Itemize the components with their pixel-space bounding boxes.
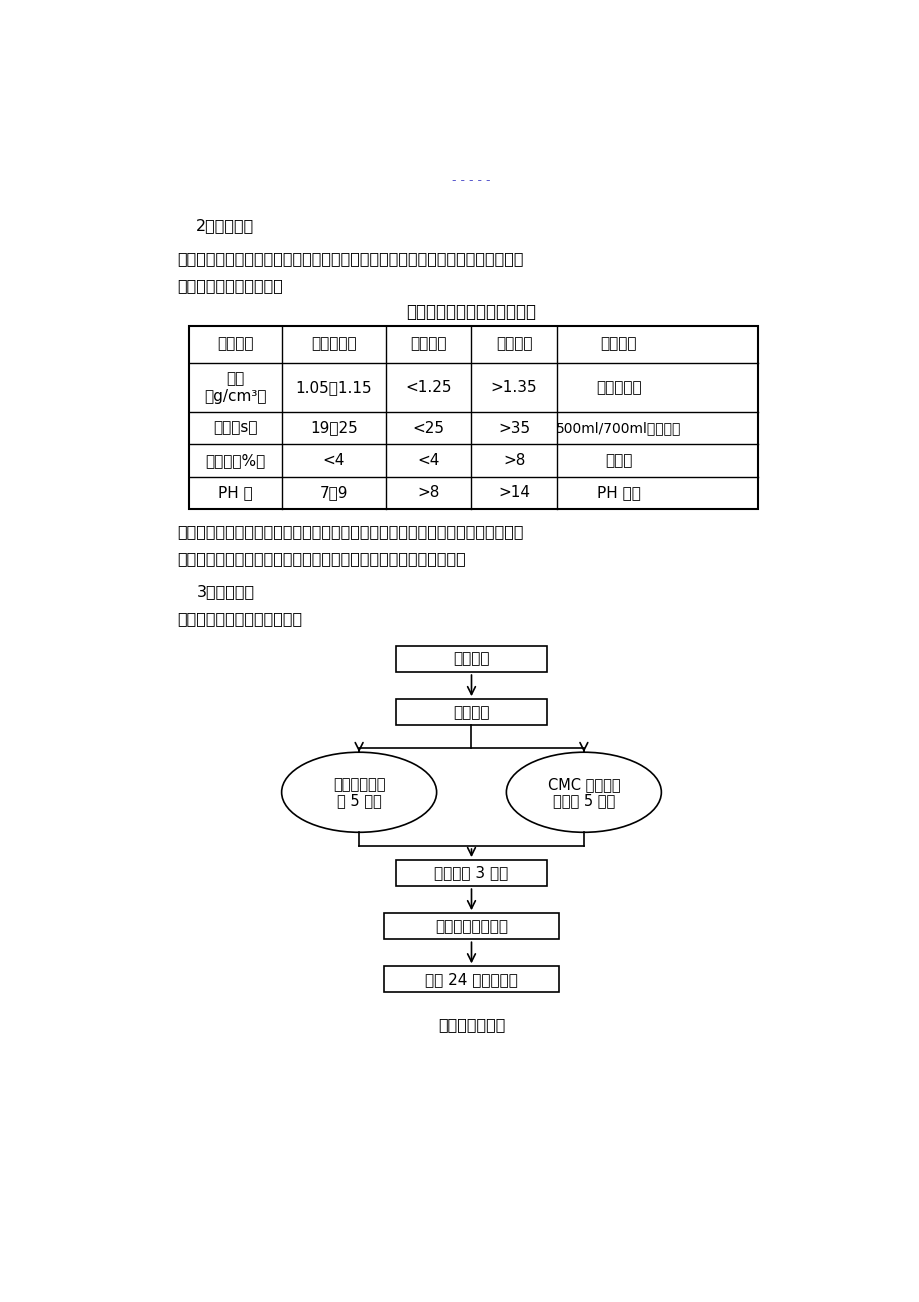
Text: 比重: 比重: [226, 371, 244, 385]
Text: <1.25: <1.25: [405, 380, 451, 395]
Text: 泥浆性能指标测定: 泥浆性能指标测定: [435, 919, 507, 934]
Bar: [395, 699, 547, 725]
Text: 含沙率（%）: 含沙率（%）: [205, 453, 265, 467]
Text: 泥浆比重计: 泥浆比重计: [596, 380, 641, 395]
Ellipse shape: [505, 753, 661, 832]
Text: >8: >8: [503, 453, 525, 467]
Text: 成槽护壁泥浆性能指标要求表: 成槽护壁泥浆性能指标要求表: [406, 303, 536, 320]
Text: 泥浆配置流程图: 泥浆配置流程图: [437, 1017, 505, 1032]
Bar: [384, 913, 558, 939]
Text: - - - - -: - - - - -: [452, 174, 490, 187]
Text: 护壁泥浆在使用前，应进行室内性能试验，施工过程中根据监控数据及时调整泥浆: 护壁泥浆在使用前，应进行室内性能试验，施工过程中根据监控数据及时调整泥浆: [176, 525, 523, 539]
Text: >14: >14: [497, 486, 529, 500]
Text: 称量投料: 称量投料: [453, 704, 489, 720]
Text: 500ml/700ml、漏斗法: 500ml/700ml、漏斗法: [555, 421, 681, 435]
Text: 指标。不符合灘注水下混凝土泥浆指标要求的应作为废弃泥浆处理。: 指标。不符合灘注水下混凝土泥浆指标要求的应作为废弃泥浆处理。: [176, 552, 465, 566]
Text: <25: <25: [413, 421, 445, 436]
Text: >1.35: >1.35: [490, 380, 537, 395]
Text: （g/cm³）: （g/cm³）: [204, 388, 267, 404]
Text: 循环泥浆: 循环泥浆: [410, 337, 447, 352]
Text: 2、泥浆性能: 2、泥浆性能: [196, 217, 255, 233]
Text: >8: >8: [417, 486, 439, 500]
Text: 检测方法: 检测方法: [600, 337, 636, 352]
Ellipse shape: [281, 753, 437, 832]
Text: 粘度（s）: 粘度（s）: [212, 421, 257, 436]
Text: CMC 和纯碱加: CMC 和纯碱加: [547, 777, 619, 792]
Text: 水搞拈 5 分钟: 水搞拈 5 分钟: [552, 793, 614, 807]
Text: 洗沙瓶: 洗沙瓶: [605, 453, 631, 467]
Text: PH 値: PH 値: [218, 486, 252, 500]
Bar: [384, 966, 558, 992]
Bar: [188, 326, 757, 509]
Text: 抜 5 分钟: 抜 5 分钟: [336, 793, 381, 807]
Text: 溶胀 24 小时后备用: 溶胀 24 小时后备用: [425, 971, 517, 987]
Text: PH 试纸: PH 试纸: [596, 486, 640, 500]
Text: 根据本工程的地质情况，拟采用优质钓基膊润土和自来水为原材料搞拈而成。泥浆: 根据本工程的地质情况，拟采用优质钓基膊润土和自来水为原材料搞拈而成。泥浆: [176, 251, 523, 266]
Text: <4: <4: [323, 453, 345, 467]
Text: 泥浆性能: 泥浆性能: [217, 337, 253, 352]
Text: 性能指标要求详见下表：: 性能指标要求详见下表：: [176, 279, 282, 293]
Text: 膊润土加水冲: 膊润土加水冲: [333, 777, 385, 792]
Text: 3、泥浆配制: 3、泥浆配制: [196, 585, 255, 599]
Text: 7～9: 7～9: [319, 486, 347, 500]
Text: 原料试验: 原料试验: [453, 651, 489, 667]
Text: 新配置泥浆: 新配置泥浆: [311, 337, 357, 352]
Text: 19～25: 19～25: [310, 421, 357, 436]
Bar: [395, 646, 547, 672]
Text: <4: <4: [417, 453, 439, 467]
Text: >35: >35: [497, 421, 529, 436]
Text: 1.05～1.15: 1.05～1.15: [295, 380, 372, 395]
Text: 混合搞拈 3 分钟: 混合搞拈 3 分钟: [434, 866, 508, 880]
Bar: [395, 861, 547, 887]
Text: 废弃泥浆: 废弃泥浆: [495, 337, 532, 352]
Text: 泥浆配制工艺流程详见下图：: 泥浆配制工艺流程详见下图：: [176, 612, 301, 626]
